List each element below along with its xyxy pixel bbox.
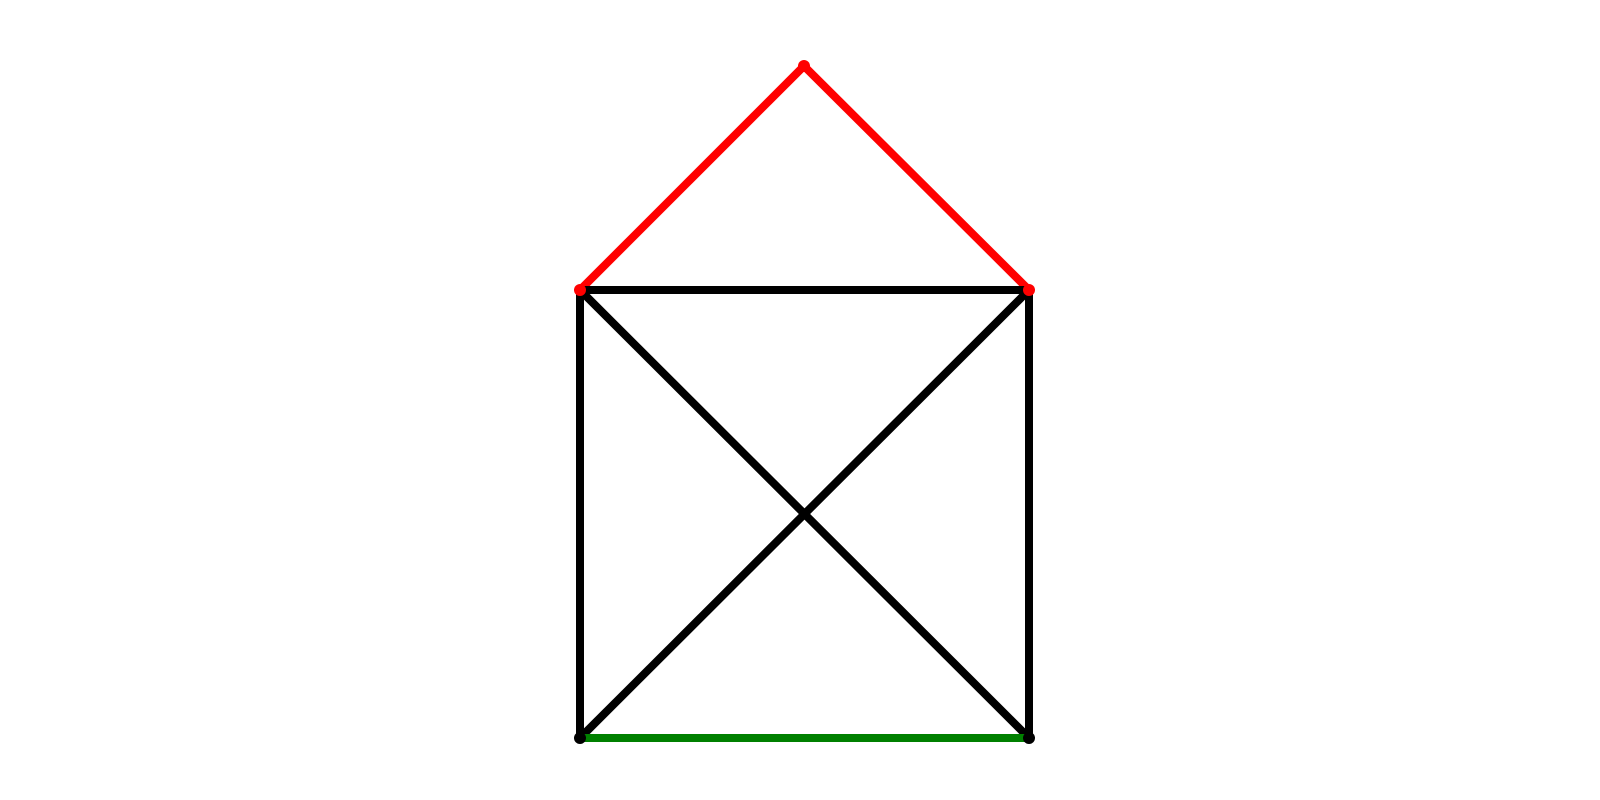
edge-diagonal-up [577, 287, 1032, 741]
edge-roof-right [801, 63, 1032, 293]
edge-roof-left [577, 63, 807, 293]
node-top-left [574, 284, 586, 296]
node-bottom-right [1023, 732, 1035, 744]
node-top-right [1023, 284, 1035, 296]
node-bottom-left [574, 732, 586, 744]
edges-layer [576, 63, 1033, 742]
node-apex [798, 60, 810, 72]
nodes-layer [574, 60, 1035, 744]
